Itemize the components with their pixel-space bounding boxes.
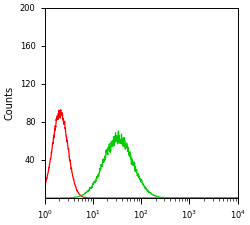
Y-axis label: Counts: Counts [4,86,14,120]
